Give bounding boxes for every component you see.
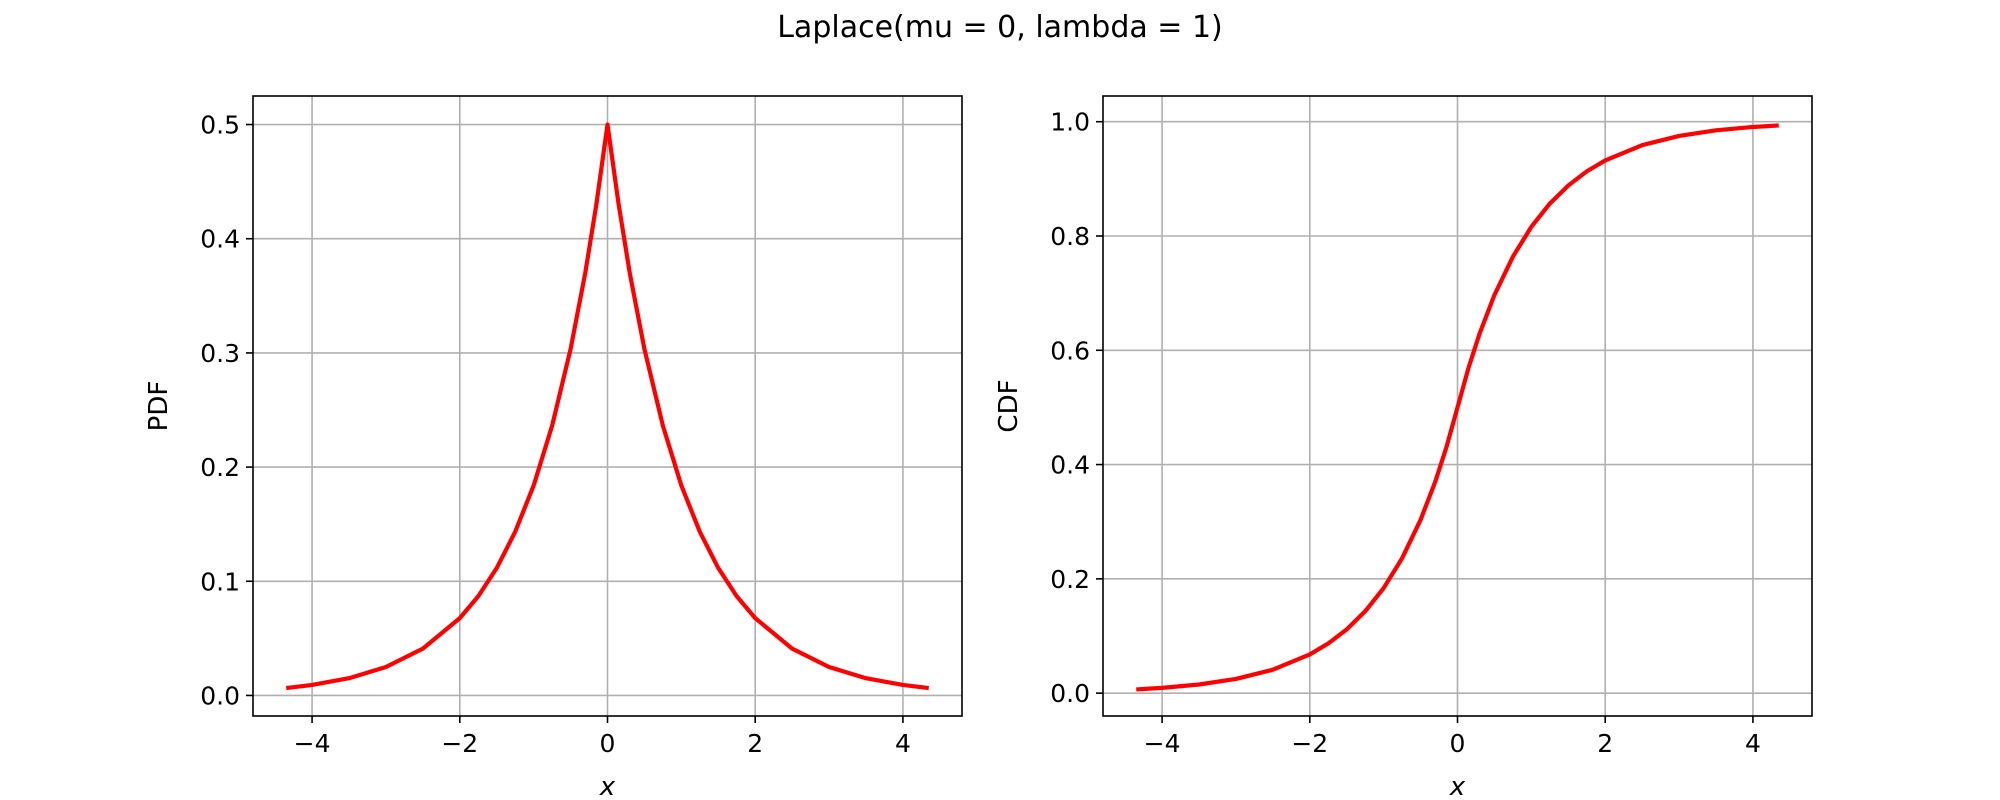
pdf-ylabel: PDF [144, 381, 174, 432]
pdf-xtick-label-3: 2 [747, 729, 763, 758]
pdf-ytick-label-0: 0.0 [200, 681, 240, 710]
cdf-xtick-label-1: −2 [1291, 729, 1328, 758]
cdf-series-line-0 [1136, 123, 1779, 692]
pdf-xtick-label-0: −4 [294, 729, 331, 758]
cdf-xtick-label-3: 2 [1597, 729, 1613, 758]
cdf-grid [1103, 96, 1812, 716]
pdf-xtick-label-2: 0 [600, 729, 616, 758]
pdf-xlabel: x [599, 772, 616, 800]
pdf-ytick-label-2: 0.2 [200, 453, 240, 482]
cdf-xtick-label-2: 0 [1450, 729, 1466, 758]
cdf-ytick-label-0: 0.0 [1050, 679, 1090, 708]
cdf-xtick-label-0: −4 [1144, 729, 1181, 758]
figure-suptitle: Laplace(mu = 0, lambda = 1) [777, 10, 1223, 45]
pdf-ytick-label-4: 0.4 [200, 225, 240, 254]
cdf-ylabel: CDF [994, 379, 1024, 432]
cdf-subplot: −4 −2 0 2 4 0.0 0.2 0.4 0.6 0.8 1.0 x CDF [994, 95, 1813, 800]
pdf-series-line-0 [285, 122, 930, 691]
pdf-ytick-label-5: 0.5 [200, 111, 240, 140]
pdf-xtick-label-1: −2 [441, 729, 478, 758]
pdf-xtick-label-4: 4 [895, 729, 911, 758]
pdf-ytick-label-1: 0.1 [200, 567, 240, 596]
cdf-ytick-label-4: 0.8 [1050, 222, 1090, 251]
cdf-ytick-label-3: 0.6 [1050, 336, 1090, 365]
pdf-ytick-label-3: 0.3 [200, 339, 240, 368]
cdf-ytick-label-2: 0.4 [1050, 451, 1090, 480]
cdf-xlabel: x [1449, 772, 1466, 800]
cdf-ytick-label-5: 1.0 [1050, 108, 1090, 137]
cdf-ytick-label-1: 0.2 [1050, 565, 1090, 594]
pdf-subplot: −4 −2 0 2 4 0.0 0.1 0.2 0.3 0.4 0.5 x PDF [144, 95, 963, 800]
cdf-xtick-label-4: 4 [1745, 729, 1761, 758]
